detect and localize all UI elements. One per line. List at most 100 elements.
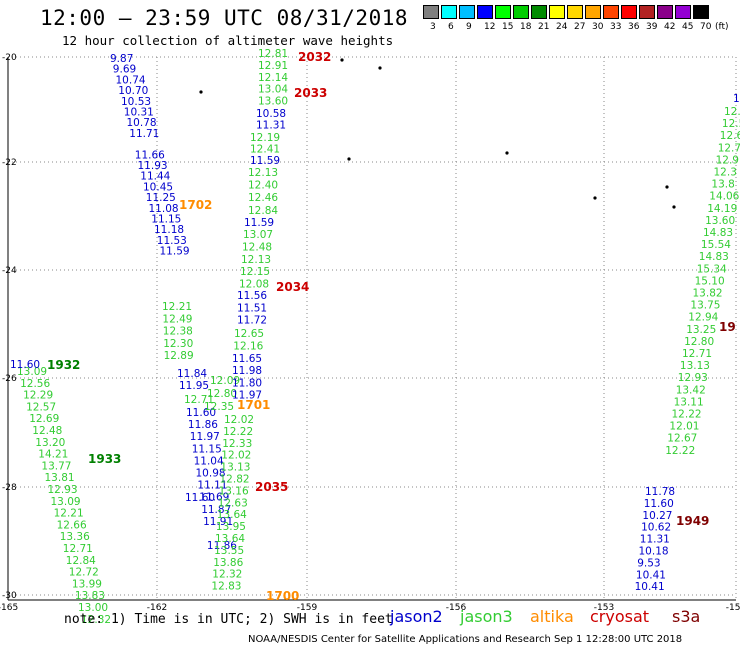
- swh-value-jason3: 12.63: [218, 497, 248, 509]
- color-scale-label: 15: [502, 22, 514, 32]
- swh-value-jason2: 11.91: [203, 516, 233, 528]
- swh-value-jason2: 11.86: [188, 419, 218, 431]
- swh-value-jason3: 12.09: [210, 375, 240, 387]
- swh-value-jason3: 12.38: [163, 326, 193, 338]
- color-swatch: [585, 5, 601, 19]
- swh-value-jason2: 11.18: [154, 224, 184, 236]
- swh-value-jason2: 11.60: [644, 498, 674, 510]
- swh-value-jason2: 9.53: [637, 557, 660, 569]
- swh-value-jason3: 12.22: [665, 445, 695, 457]
- swh-value-jason3: 12.30: [163, 338, 193, 350]
- color-scale-label: 42: [664, 22, 676, 32]
- color-scale-label: 24: [556, 22, 568, 32]
- swh-value-jason3: 13.81: [45, 472, 75, 484]
- swh-value-jason2: 10.58: [256, 108, 286, 120]
- time-marker: 1932: [47, 358, 80, 372]
- swh-value-jason3: 14.21: [38, 449, 68, 461]
- island-dot: [340, 58, 344, 62]
- swh-value-jason3: 12.21: [162, 301, 192, 313]
- swh-value-jason3: 13.64: [215, 533, 245, 545]
- swh-value-jason2: 11.60: [186, 407, 216, 419]
- swh-value-jason3: 12.21: [54, 508, 84, 520]
- color-swatch: [459, 5, 475, 19]
- swh-value-jason3: 15.34: [697, 263, 727, 275]
- swh-value-jason3: 12.84: [66, 555, 96, 567]
- legend-jason2: jason2: [390, 607, 443, 626]
- color-swatch: [567, 5, 583, 19]
- swh-value-jason3: 12.66: [57, 519, 87, 531]
- swh-value-jason3: 12.71: [682, 348, 712, 360]
- swh-value-jason3: 13.11: [674, 396, 704, 408]
- color-scale-label: 6: [448, 22, 454, 32]
- swh-value-jason2: 11.80: [232, 377, 262, 389]
- color-swatch: [639, 5, 655, 19]
- color-scale-label: 30: [592, 22, 604, 32]
- swh-value-jason3: 12.02: [221, 450, 251, 462]
- swh-value-jason2: 10.74: [116, 74, 146, 86]
- swh-value-jason3: 13.95: [216, 521, 246, 533]
- page-title: 12:00 – 23:59 UTC 08/31/2018: [40, 6, 409, 30]
- swh-value-jason3: 12.69: [29, 413, 59, 425]
- swh-value-jason3: 12.14: [258, 72, 288, 84]
- island-dot: [665, 185, 669, 189]
- swh-value-jason3: 12.81: [258, 48, 288, 60]
- swh-value-jason3: 12.22: [672, 409, 702, 421]
- island-dot: [199, 90, 203, 94]
- swh-value-jason3: 12.41: [250, 144, 280, 156]
- time-marker: 1700: [266, 589, 299, 603]
- swh-value-jason3: 13.13: [680, 360, 710, 372]
- swh-value-jason2: 11.44: [140, 171, 170, 183]
- swh-value-jason2: 11.78: [645, 486, 675, 498]
- swh-value-jason3: 13.00: [78, 602, 108, 614]
- swh-value-jason3: 12.67: [667, 433, 697, 445]
- color-scale-label: 36: [628, 22, 640, 32]
- swh-value-jason2: 11.59: [160, 246, 190, 258]
- swh-value-jason3: 12.19: [250, 132, 280, 144]
- swh-value-jason3: 14.83: [699, 251, 729, 263]
- swh-value-jason3: 12.33: [222, 438, 252, 450]
- swh-value-jason3: 12.3: [714, 167, 737, 179]
- swh-value-jason2: 10.31: [124, 107, 154, 119]
- swh-value-jason2: 10.45: [143, 181, 173, 193]
- swh-value-jason3: 12.65: [234, 328, 264, 340]
- lon-tick-label: -162: [147, 603, 167, 613]
- swh-value-jason3: 12.80: [684, 336, 714, 348]
- footer-credit: NOAA/NESDIS Center for Satellite Applica…: [248, 634, 683, 645]
- swh-value-jason2: 11.93: [138, 160, 168, 172]
- swh-value-jason3: 12.48: [242, 241, 272, 253]
- swh-value-jason2: 10.78: [127, 117, 157, 129]
- time-marker: 2033: [294, 86, 327, 100]
- swh-value-jason3: 12.35: [204, 401, 234, 413]
- legend-jason3: jason3: [460, 607, 513, 626]
- swh-value-jason2: 11.65: [232, 353, 262, 365]
- swh-value-jason3: 13.04: [258, 84, 288, 96]
- swh-value-jason3: 12.8: [724, 106, 740, 118]
- swh-value-jason3: 13.55: [214, 545, 244, 557]
- swh-value-jason2: 11.59: [250, 155, 280, 167]
- color-scale-label: (ft): [715, 22, 729, 32]
- swh-value-jason3: 12.46: [248, 192, 278, 204]
- color-scale-label: 18: [520, 22, 532, 32]
- island-dot: [672, 205, 676, 209]
- island-dot: [593, 196, 597, 200]
- swh-value-jason3: 12.6: [720, 130, 740, 142]
- swh-value-jason3: 12.08: [239, 279, 269, 291]
- swh-value-jason2: 10.98: [196, 468, 226, 480]
- swh-value-jason3: 13.60: [258, 96, 288, 108]
- swh-value-jason3: 12.57: [26, 401, 56, 413]
- swh-value-jason2: 11.15: [151, 214, 181, 226]
- swh-value-jason3: 13.07: [243, 229, 273, 241]
- time-marker: 1949: [676, 514, 709, 528]
- lat-tick-label: -20: [2, 53, 17, 63]
- lon-tick-label: -159: [297, 603, 318, 613]
- footer-note: note: 1) Time is in UTC; 2) SWH is in fe…: [64, 612, 393, 627]
- color-swatch: [495, 5, 511, 19]
- swh-value-jason3: 12.22: [223, 426, 253, 438]
- color-swatch: [441, 5, 457, 19]
- swh-value-jason3: 13.09: [17, 366, 47, 378]
- legend-altika: altika: [530, 607, 574, 626]
- time-marker: 1933: [88, 452, 121, 466]
- swh-value-jason2: 11.15: [192, 443, 222, 455]
- island-dot: [378, 66, 382, 70]
